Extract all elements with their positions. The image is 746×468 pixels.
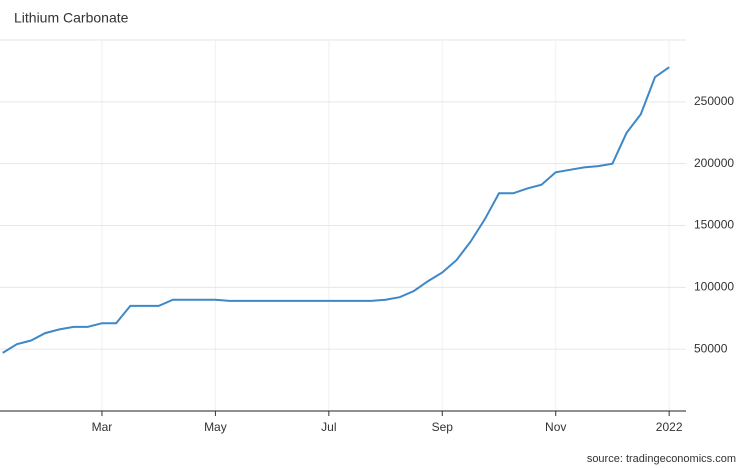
x-tick-label: 2022 — [656, 420, 683, 434]
y-tick-label: 50000 — [694, 341, 728, 355]
line-series — [2, 66, 670, 354]
source: source: tradingeconomics.com — [587, 453, 736, 465]
x-tick-label: May — [204, 420, 227, 434]
y-tick-label: 200000 — [694, 156, 734, 170]
x-tick-label: Jul — [321, 420, 336, 434]
y-tick-label: 100000 — [694, 280, 734, 294]
chart-title: Lithium Carbonate — [14, 10, 129, 26]
x-tick-label: Sep — [432, 420, 454, 434]
x-tick-label: Nov — [545, 420, 566, 434]
y-tick-label: 150000 — [694, 218, 734, 232]
y-tick-label: 250000 — [694, 94, 734, 108]
x-tick-label: Mar — [92, 420, 113, 434]
